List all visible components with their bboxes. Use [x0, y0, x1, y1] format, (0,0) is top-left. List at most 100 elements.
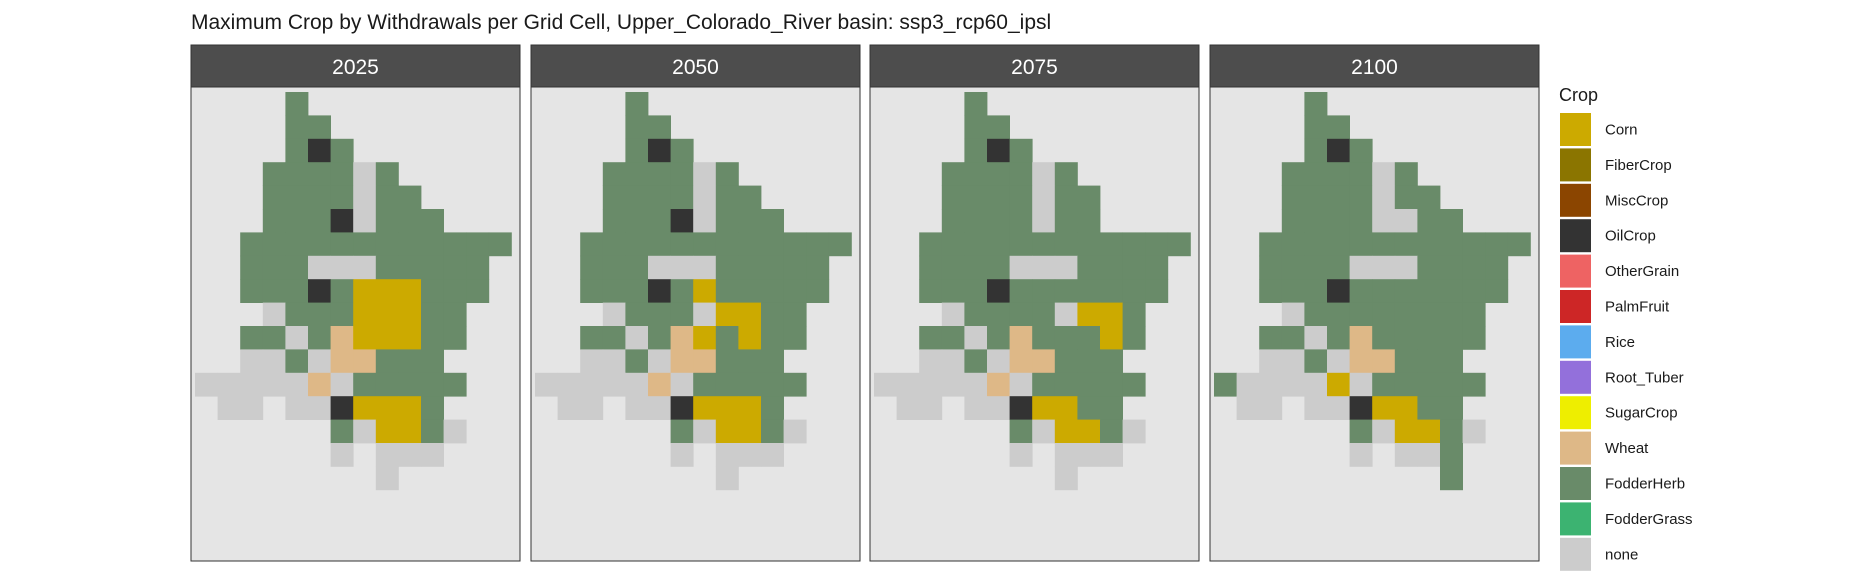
legend-item-foddergrass: FodderGrass: [1560, 502, 1693, 536]
legend-item-fodderherb: FodderHerb: [1560, 467, 1685, 500]
grid-cell-none: [715, 466, 739, 491]
grid-cell-fodderherb: [941, 326, 965, 350]
grid-cell-corn: [398, 279, 422, 303]
grid-cell-fodderherb: [580, 326, 604, 350]
grid-cell-fodderherb: [625, 115, 649, 140]
grid-cell-fodderherb: [941, 209, 965, 233]
grid-cell-none: [1054, 466, 1078, 491]
grid-cell-fodderherb: [1122, 326, 1146, 350]
grid-cell-none: [1236, 372, 1260, 397]
grid-cell-fodderherb: [262, 162, 286, 186]
grid-cell-fodderherb: [466, 255, 490, 280]
grid-cell-none: [1349, 372, 1373, 397]
grid-cell-corn: [375, 419, 399, 444]
grid-cell-fodderherb: [1077, 349, 1101, 374]
legend-key: [1560, 502, 1591, 536]
grid-cell-corn: [738, 302, 762, 327]
grid-cell-fodderherb: [262, 209, 286, 233]
grid-cell-fodderherb: [1259, 232, 1283, 257]
grid-cell-fodderherb: [1304, 349, 1328, 374]
grid-cell-fodderherb: [1304, 138, 1328, 163]
grid-cell-none: [1304, 326, 1328, 350]
grid-cell-fodderherb: [738, 209, 762, 233]
grid-cell-none: [330, 255, 354, 280]
grid-cell-fodderherb: [1259, 326, 1283, 350]
grid-cell-wheat: [330, 326, 354, 350]
grid-cell-fodderherb: [421, 372, 444, 397]
grid-cell-fodderherb: [1372, 302, 1396, 327]
legend-item-corn: Corn: [1560, 113, 1638, 146]
grid-cell-none: [1462, 419, 1486, 444]
facet-panel-2025: 2025: [190, 44, 521, 562]
grid-cell-corn: [1394, 396, 1418, 420]
grid-cell-fodderherb: [1009, 138, 1033, 163]
grid-cell-fodderherb: [1327, 209, 1350, 233]
legend-item-othergrain: OtherGrain: [1560, 254, 1679, 288]
grid-cell-none: [1054, 255, 1078, 280]
grid-cell-fodderherb: [941, 255, 965, 280]
grid-cell-fodderherb: [1054, 279, 1078, 303]
grid-cell-none: [1077, 443, 1101, 467]
grid-cell-fodderherb: [1417, 372, 1441, 397]
grid-cell-wheat: [1349, 349, 1373, 374]
grid-cell-none: [557, 372, 581, 397]
grid-cell-wheat: [648, 372, 671, 397]
legend-key: [1560, 183, 1591, 217]
facet-panel-2075: 2075: [869, 44, 1200, 562]
grid-cell-corn: [375, 302, 399, 327]
grid-cell-fodderherb: [1440, 419, 1463, 444]
grid-cell-fodderherb: [783, 302, 807, 327]
grid-cell-none: [648, 255, 671, 280]
grid-cell-wheat: [1032, 349, 1056, 374]
grid-cell-fodderherb: [964, 92, 988, 116]
grid-cell-fodderherb: [1372, 372, 1396, 397]
grid-cell-none: [670, 443, 694, 467]
grid-cell-fodderherb: [1485, 255, 1509, 280]
grid-cell-fodderherb: [1462, 326, 1486, 350]
grid-cell-fodderherb: [1054, 326, 1078, 350]
strip-background: [869, 44, 1200, 88]
grid-cell-fodderherb: [421, 279, 444, 303]
grid-cell-fodderherb: [240, 326, 264, 350]
grid-cell-fodderherb: [1440, 302, 1463, 327]
grid-cell-fodderherb: [1462, 302, 1486, 327]
grid-cell-fodderherb: [1440, 372, 1463, 397]
grid-cell-fodderherb: [670, 185, 694, 210]
grid-cell-fodderherb: [1077, 372, 1101, 397]
legend-key: [1560, 113, 1591, 146]
grid-cell-fodderherb: [443, 255, 467, 280]
grid-cell-wheat: [353, 349, 377, 374]
grid-cell-none: [421, 443, 444, 467]
grid-cell-fodderherb: [1077, 279, 1101, 303]
grid-cell-fodderherb: [670, 162, 694, 186]
legend-label: OilCrop: [1605, 228, 1656, 245]
grid-cell-corn: [715, 419, 739, 444]
grid-cell-corn: [1100, 326, 1123, 350]
grid-cell-fodderherb: [1417, 302, 1441, 327]
grid-cell-corn: [693, 396, 717, 420]
grid-cell-fodderherb: [398, 349, 422, 374]
grid-cell-fodderherb: [1372, 326, 1396, 350]
grid-cell-none: [1372, 255, 1396, 280]
grid-cell-none: [195, 372, 218, 397]
grid-cell-fodderherb: [1009, 419, 1033, 444]
grid-cell-fodderherb: [1145, 255, 1169, 280]
grid-cell-none: [1304, 396, 1328, 420]
grid-cell-fodderherb: [1327, 326, 1350, 350]
legend-key: [1560, 290, 1591, 323]
grid-cell-oilcrop: [987, 279, 1010, 303]
grid-cell-none: [919, 396, 943, 420]
grid-cell-fodderherb: [1054, 185, 1078, 210]
grid-cell-fodderherb: [1440, 279, 1463, 303]
grid-cell-fodderherb: [919, 279, 943, 303]
grid-cell-fodderherb: [964, 115, 988, 140]
grid-cell-fodderherb: [443, 302, 467, 327]
grid-cell-fodderherb: [1462, 372, 1486, 397]
legend-label: none: [1605, 546, 1638, 563]
grid-cell-none: [964, 326, 988, 350]
grid-cell-fodderherb: [421, 396, 444, 420]
grid-cell-fodderherb: [625, 162, 649, 186]
grid-cell-fodderherb: [761, 209, 784, 233]
grid-cell-fodderherb: [1054, 232, 1078, 257]
grid-cell-fodderherb: [964, 138, 988, 163]
